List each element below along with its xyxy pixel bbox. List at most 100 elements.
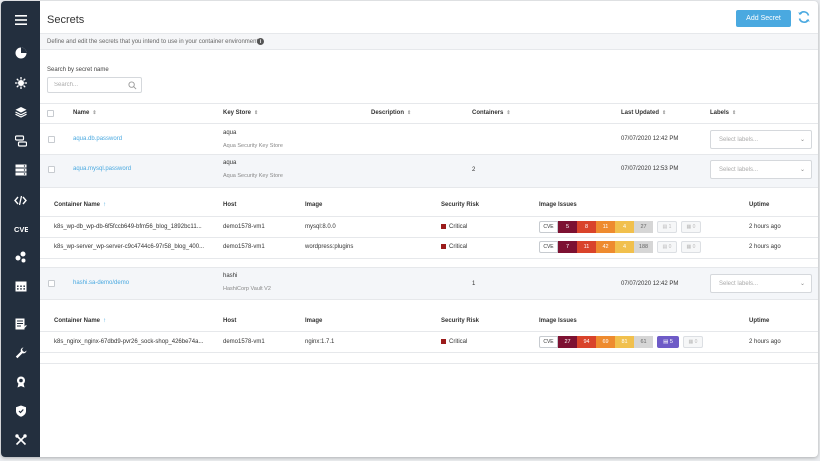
col-header-last-updated[interactable]: Last Updated ⇕	[621, 110, 667, 116]
cve-label: CVE	[539, 221, 558, 233]
col-header-image-issues[interactable]: Image Issues	[539, 318, 577, 324]
col-header-uptime[interactable]: Uptime	[749, 318, 770, 324]
row-checkbox[interactable]	[48, 280, 55, 287]
image-issues[interactable]: CVE 5 8 11 4 27 ▤ 1 ▦ 0	[539, 221, 701, 233]
sensitive-icon: ▦	[686, 244, 692, 250]
search-box	[47, 77, 142, 93]
col-header-container-name[interactable]: Container Name ↑	[54, 318, 107, 324]
malware-icon: ▤	[662, 244, 668, 250]
container-uptime: 2 hours ago	[749, 339, 781, 345]
add-secret-button[interactable]: Add Secret	[736, 10, 791, 27]
critical-count: 7	[558, 241, 577, 253]
col-header-image[interactable]: Image	[305, 202, 323, 208]
image-issues[interactable]: CVE 27 94 69 81 61 ▤ 5 ▦ 0	[539, 336, 703, 348]
chevron-down-icon: ⌄	[799, 167, 805, 173]
image-issues[interactable]: CVE 7 11 42 4 188 ▤ 0 ▦ 0	[539, 241, 701, 253]
container-name[interactable]: k8s_nginx_nginx-67dbd9-pvr26_sock-shop_4…	[54, 339, 204, 345]
secret-name-link[interactable]: hashi.sa-demo/demo	[73, 280, 130, 286]
critical-count: 27	[558, 336, 577, 348]
labels-placeholder: Select labels...	[719, 167, 759, 173]
col-header-security-risk[interactable]: Security Risk	[441, 202, 480, 208]
container-uptime: 2 hours ago	[749, 224, 781, 230]
low-count: 81	[615, 336, 634, 348]
select-all-checkbox[interactable]	[47, 110, 54, 117]
key-store-type: Aqua Security Key Store	[223, 173, 283, 179]
col-header-host[interactable]: Host	[223, 202, 237, 208]
refresh-icon[interactable]	[797, 10, 811, 24]
malware-count: ▤ 5	[657, 336, 679, 348]
col-header-name[interactable]: Name ⇕	[73, 110, 97, 116]
info-icon[interactable]: i	[257, 38, 264, 45]
col-header-description[interactable]: Description ⇕	[371, 110, 412, 116]
last-updated: 07/07/2020 12:42 PM	[621, 281, 679, 287]
secret-name-link[interactable]: aqua.mysql.password	[73, 166, 132, 172]
svg-text:CVE: CVE	[14, 225, 28, 233]
audit-icon[interactable]	[13, 317, 28, 331]
menu-icon[interactable]	[13, 13, 28, 27]
tools-icon[interactable]	[13, 433, 28, 447]
sensitive-data-count: ▦ 0	[681, 241, 701, 253]
labels-select[interactable]: Select labels... ⌄	[710, 130, 812, 149]
workloads-icon[interactable]	[13, 134, 28, 148]
key-store: hashi	[223, 273, 238, 279]
security-risk: Critical	[441, 244, 467, 250]
chevron-down-icon: ⌄	[799, 137, 805, 143]
col-header-uptime[interactable]: Uptime	[749, 202, 770, 208]
col-header-key-store[interactable]: Key Store ⇕	[223, 110, 259, 116]
container-image[interactable]: wordpress:plugins	[305, 244, 354, 250]
labels-placeholder: Select labels...	[719, 137, 759, 143]
container-image[interactable]: nginx:1.7.1	[305, 339, 335, 345]
shield-icon[interactable]	[13, 404, 28, 418]
secret-name-link[interactable]: aqua.db.password	[73, 136, 123, 142]
col-header-labels[interactable]: Labels ⇕	[710, 110, 737, 116]
sensitive-data-count: ▦ 0	[683, 336, 703, 348]
main-content: Secrets Add Secret Define and edit the s…	[40, 1, 818, 457]
containers-count: 1	[472, 281, 476, 287]
description-bar: Define and edit the secrets that you int…	[40, 33, 818, 50]
medium-count: 69	[596, 336, 615, 348]
cve-label: CVE	[539, 241, 558, 253]
container-host: demo1578-vm1	[223, 224, 265, 230]
col-header-containers[interactable]: Containers ⇕	[472, 110, 511, 116]
risk-explorer-icon[interactable]	[13, 76, 28, 90]
search-icon[interactable]	[128, 81, 137, 90]
services-icon[interactable]	[13, 250, 28, 264]
container-image[interactable]: mysql:8.0.0	[305, 224, 336, 230]
functions-icon[interactable]	[13, 193, 28, 207]
dashboard-icon[interactable]	[13, 46, 28, 60]
calendar-icon[interactable]	[13, 279, 28, 293]
row-checkbox[interactable]	[48, 166, 55, 173]
vulnerabilities-icon[interactable]: CVE	[13, 222, 28, 236]
images-icon[interactable]	[13, 105, 28, 119]
sensitive-data-count: ▦ 0	[681, 221, 701, 233]
row-checkbox[interactable]	[48, 136, 55, 143]
infrastructure-icon[interactable]	[13, 163, 28, 177]
col-header-image[interactable]: Image	[305, 318, 323, 324]
sensitive-icon: ▦	[686, 224, 692, 230]
wrench-icon[interactable]	[13, 346, 28, 360]
sidebar: CVE	[1, 1, 40, 457]
col-header-security-risk[interactable]: Security Risk	[441, 318, 480, 324]
malware-count: ▤ 1	[657, 221, 677, 233]
labels-select[interactable]: Select labels... ⌄	[710, 274, 812, 293]
key-store-type: Aqua Security Key Store	[223, 143, 283, 149]
container-name[interactable]: k8s_wp-server_wp-server-c9c4744c6-97r58_…	[54, 244, 205, 250]
containers-count: 2	[472, 167, 476, 173]
critical-indicator	[441, 244, 446, 249]
container-host: demo1578-vm1	[223, 244, 265, 250]
col-header-host[interactable]: Host	[223, 318, 237, 324]
high-count: 11	[577, 241, 596, 253]
container-host: demo1578-vm1	[223, 339, 265, 345]
malware-count: ▤ 0	[657, 241, 677, 253]
labels-select[interactable]: Select labels... ⌄	[710, 160, 812, 179]
key-store: aqua	[223, 160, 237, 166]
low-count: 4	[615, 221, 634, 233]
col-header-image-issues[interactable]: Image Issues	[539, 202, 577, 208]
search-input[interactable]	[48, 78, 128, 92]
col-header-container-name[interactable]: Container Name ↑	[54, 202, 107, 208]
malware-icon: ▤	[662, 224, 668, 230]
compliance-icon[interactable]	[13, 375, 28, 389]
critical-count: 5	[558, 221, 577, 233]
container-name[interactable]: k8s_wp-db_wp-db-6f5fccb649-bfm56_blog_18…	[54, 224, 202, 230]
